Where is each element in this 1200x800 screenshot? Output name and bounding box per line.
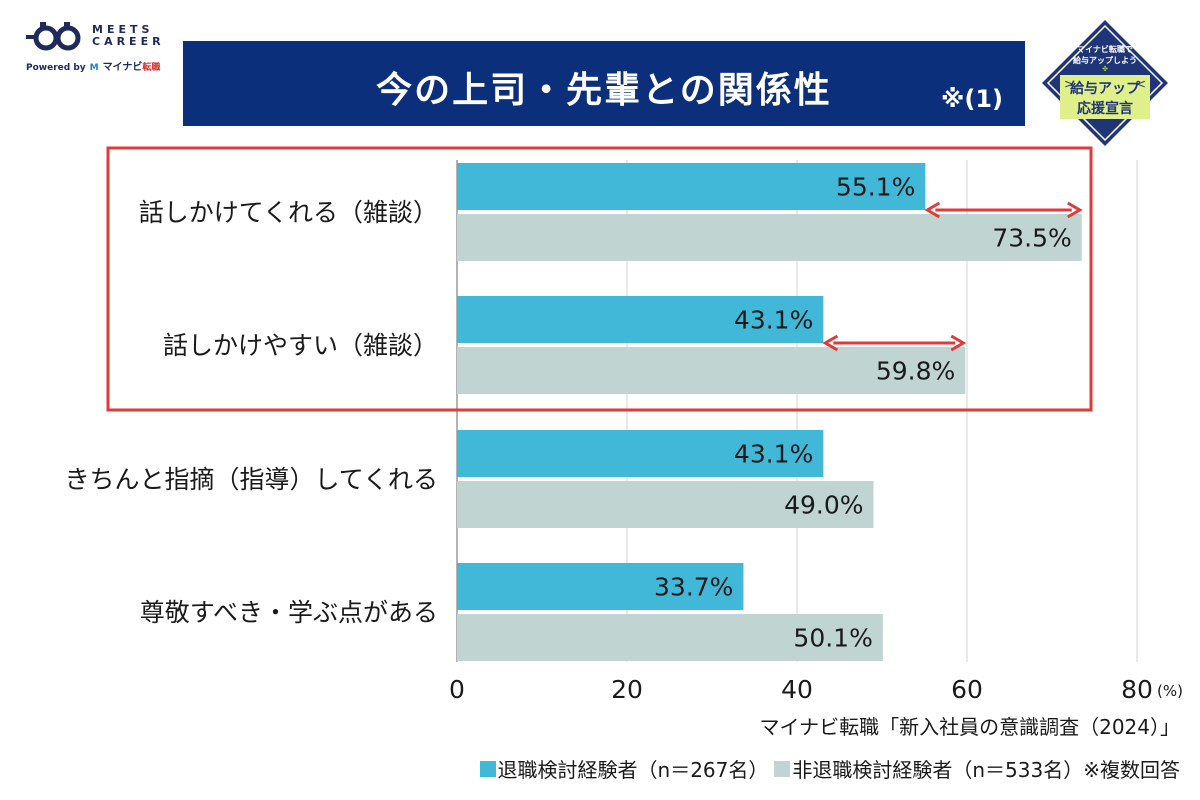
category-label-1: 話しかけやすい（雑談） bbox=[163, 331, 438, 360]
value-label-0-2: 73.5% bbox=[992, 224, 1071, 253]
chart-legend: 退職検討経験者（n＝267名） 非退職検討経験者（n＝533名） ※複数回答 bbox=[479, 754, 1180, 783]
badge-bracket-left-icon: > bbox=[1064, 77, 1074, 91]
logo-powered-by: Powered by M マイナビ転職 bbox=[26, 58, 160, 73]
category-labels: 話しかけてくれる（雑談） 話しかけやすい（雑談） きちんと指摘（指導）してくれる尊敬… bbox=[64, 198, 438, 627]
title-banner: 今の上司・先輩との関係性 ※(1) bbox=[183, 41, 1025, 126]
gap-arrows bbox=[822, 201, 1083, 352]
legend-label-1: 退職検討経験者（n＝267名） bbox=[497, 758, 769, 782]
tick-label-40: 40 bbox=[781, 675, 813, 704]
clover-icon: ✤ bbox=[1102, 65, 1108, 73]
value-label-3-2: 50.1% bbox=[793, 624, 872, 653]
category-label-2: きちんと指摘（指導）してくれる bbox=[64, 465, 438, 494]
gap-arrow-0 bbox=[924, 201, 1083, 219]
powered-by-text: Powered by bbox=[26, 63, 86, 73]
badge-line3: 給与アップ bbox=[1070, 80, 1141, 97]
badge-line1: マイナビ転職で bbox=[1077, 44, 1133, 54]
value-label-2-1: 43.1% bbox=[734, 440, 813, 469]
source-note: マイナビ転職「新入社員の意識調査（2024）」 bbox=[759, 715, 1181, 739]
badge-line2: 給与アップしよう bbox=[1073, 55, 1137, 65]
logo-name: MEETS CAREER bbox=[92, 23, 165, 48]
binoculars-icon bbox=[26, 22, 81, 51]
legend-item-1: 退職検討経験者（n＝267名） bbox=[479, 754, 769, 783]
highlight-box bbox=[106, 146, 1093, 412]
value-label-0-1: 55.1% bbox=[836, 173, 915, 202]
bar-3-series-2 bbox=[457, 614, 883, 661]
bar-0-series-2 bbox=[457, 214, 1082, 261]
legend-item-2: 非退職検討経験者（n＝533名） bbox=[774, 754, 1083, 783]
brand-name: マイナビ bbox=[102, 62, 143, 73]
tick-label-60: 60 bbox=[951, 675, 983, 704]
value-label-1-1: 43.1% bbox=[734, 306, 813, 335]
value-label-1-2: 59.8% bbox=[876, 357, 955, 386]
mynavi-mark-icon: M bbox=[89, 63, 99, 73]
legend-swatch-1 bbox=[479, 760, 496, 777]
x-axis-ticks: 0 20 40 60 80 (%) bbox=[449, 675, 1183, 704]
title-note: ※(1) bbox=[941, 85, 1003, 113]
bar-1-series-1 bbox=[457, 296, 824, 343]
meets-career-logo: MEETS CAREER Powered by M マイナビ転職 bbox=[26, 20, 176, 73]
value-label-3-1: 33.7% bbox=[654, 573, 733, 602]
bar-1-series-2 bbox=[457, 347, 966, 394]
tick-label-20: 20 bbox=[611, 675, 643, 704]
category-label-0: 話しかけてくれる（雑談） bbox=[139, 198, 438, 227]
badge-bracket-right-icon: < bbox=[1136, 77, 1146, 91]
legend-label-2: 非退職検討経験者（n＝533名） bbox=[792, 758, 1084, 782]
value-label-2-2: 49.0% bbox=[784, 491, 863, 520]
legend-note: ※複数回答 bbox=[1083, 758, 1180, 782]
badge-line4: 応援宣言 bbox=[1077, 100, 1133, 117]
tick-label-80: 80 bbox=[1121, 675, 1153, 704]
bar-2-series-2 bbox=[457, 481, 874, 528]
page-title: 今の上司・先輩との関係性 bbox=[376, 70, 832, 111]
bar-2-series-1 bbox=[457, 430, 824, 477]
bar-0-series-1 bbox=[457, 163, 926, 210]
salary-up-badge: マイナビ転職で 給与アップしよう ✤ > < 給与アップ 応援宣言 bbox=[1042, 20, 1168, 146]
x-axis-unit: (%) bbox=[1157, 682, 1183, 700]
category-label-3: 尊敬すべき・学ぶ点がある bbox=[140, 598, 438, 627]
legend-swatch-2 bbox=[774, 760, 791, 777]
tick-label-0: 0 bbox=[449, 675, 465, 704]
bar-3-series-1 bbox=[457, 563, 744, 610]
chart-bars: 55.1% 73.5% 43.1% 59.8% 43.1% 49.0% 33.7% 50.1% bbox=[457, 163, 1082, 661]
gap-arrow-1 bbox=[822, 334, 967, 352]
brand-sub: 転職 bbox=[142, 63, 161, 73]
